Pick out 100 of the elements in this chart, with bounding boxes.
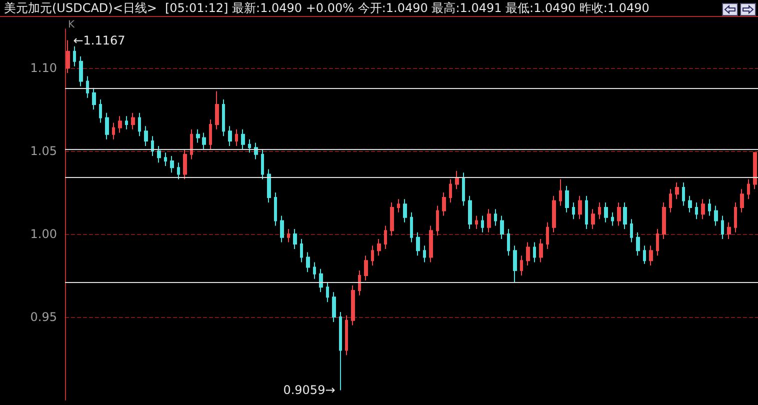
- candlestick: [267, 168, 271, 203]
- candlestick: [377, 238, 381, 256]
- candlestick: [170, 155, 174, 174]
- candlestick: [384, 225, 387, 250]
- candlestick: [125, 116, 128, 130]
- candlestick: [740, 188, 744, 213]
- candlestick: [695, 202, 698, 220]
- candlestick: [92, 87, 96, 110]
- candlestick: [144, 126, 148, 147]
- candlestick: [287, 228, 290, 243]
- candlestick: [118, 116, 122, 134]
- y-tick-label: 1.10: [30, 61, 57, 76]
- candlestick: [436, 205, 439, 236]
- candlestick: [604, 202, 608, 223]
- candlestick: [611, 212, 614, 226]
- candlestick: [714, 205, 718, 226]
- candlestick: [241, 128, 245, 150]
- candlestick: [339, 312, 342, 391]
- candlestick: [526, 242, 530, 266]
- candlestick: [248, 138, 251, 154]
- candlestick: [630, 218, 633, 243]
- candlestick: [656, 228, 659, 256]
- annotation: K: [68, 20, 75, 30]
- y-tick-label: 0.95: [30, 310, 57, 324]
- candlestick: [306, 252, 310, 273]
- candlestick: [455, 170, 459, 190]
- candlestick: [539, 238, 543, 263]
- candlestick: [475, 215, 478, 230]
- candlestick: [598, 202, 601, 220]
- candlestick: [565, 185, 569, 213]
- candlestick: [701, 198, 705, 220]
- candlestick: [397, 198, 400, 213]
- candlestick: [190, 128, 193, 160]
- candlestick: [410, 212, 413, 243]
- candlestick: [274, 192, 277, 226]
- candlestick: [649, 245, 653, 266]
- candlestick: [513, 245, 517, 283]
- candlestick: [326, 282, 329, 303]
- candlestick: [202, 132, 206, 150]
- candlestick: [254, 142, 258, 160]
- candlestick: [403, 198, 407, 223]
- candlestick: [669, 188, 672, 213]
- candlestick: [131, 112, 135, 130]
- candlestick: [423, 245, 426, 263]
- candlestick: [468, 195, 472, 230]
- chart-title: 美元加元(USDCAD)<日线>: [4, 1, 157, 15]
- candlestick: [753, 152, 757, 190]
- candlestick: [390, 202, 394, 236]
- candlestick: [572, 202, 575, 220]
- candlestick: [313, 262, 316, 280]
- candlestick: [662, 202, 666, 240]
- chart-subtitle: [05:01:12] 最新:1.0490 +0.00% 今开:1.0490 最高:1.0491 最低:1.0490 昨收:1.0490: [164, 1, 650, 15]
- candlestick: [462, 172, 465, 206]
- candlestick: [319, 268, 323, 293]
- candlestick: [585, 195, 588, 230]
- candlestick: [99, 99, 102, 124]
- candlestick: [429, 225, 433, 263]
- candlestick: [578, 195, 582, 220]
- candlestick: [261, 148, 264, 180]
- candlestick: [177, 162, 180, 180]
- candlestick: [293, 228, 297, 250]
- candlestick: [721, 215, 724, 240]
- candlestick: [416, 232, 420, 256]
- candlestick: [280, 215, 284, 243]
- candlestick: [623, 202, 627, 230]
- candlestick: [332, 292, 336, 322]
- candlestick: [507, 228, 510, 256]
- candlestick: [636, 232, 640, 256]
- candlestick: [371, 245, 374, 266]
- candlestick: [559, 178, 562, 206]
- candlestick: [183, 148, 187, 180]
- candlestick: [675, 182, 679, 200]
- candlestick: [79, 56, 83, 87]
- candlestick: [617, 202, 621, 226]
- candlestick: [235, 128, 238, 147]
- annotation: ←1.1167: [73, 33, 126, 48]
- candlestick: [358, 270, 361, 296]
- candlestick: [727, 222, 731, 240]
- candlestick: [105, 112, 109, 140]
- candlestick: [196, 128, 200, 144]
- candlestick: [449, 178, 452, 203]
- candlestick: [682, 182, 685, 206]
- candlestick: [481, 215, 484, 233]
- y-tick-label: 1.05: [30, 144, 57, 158]
- candlestick: [688, 195, 692, 213]
- candlestick: [112, 122, 115, 140]
- candlestick: [151, 136, 154, 156]
- candlestick: [228, 126, 232, 147]
- candlestick: [500, 215, 504, 240]
- candlestick: [494, 208, 497, 226]
- candlestick: [351, 284, 355, 326]
- candlestick: [164, 152, 167, 166]
- candlestick: [734, 202, 737, 233]
- candlestick: [520, 255, 523, 276]
- candlestick: [552, 195, 556, 233]
- candlestick: [533, 242, 536, 263]
- y-tick-label: 1.00: [30, 227, 57, 242]
- candlestick: [442, 192, 446, 216]
- candlestick: [73, 46, 76, 67]
- candlestick: [345, 314, 348, 356]
